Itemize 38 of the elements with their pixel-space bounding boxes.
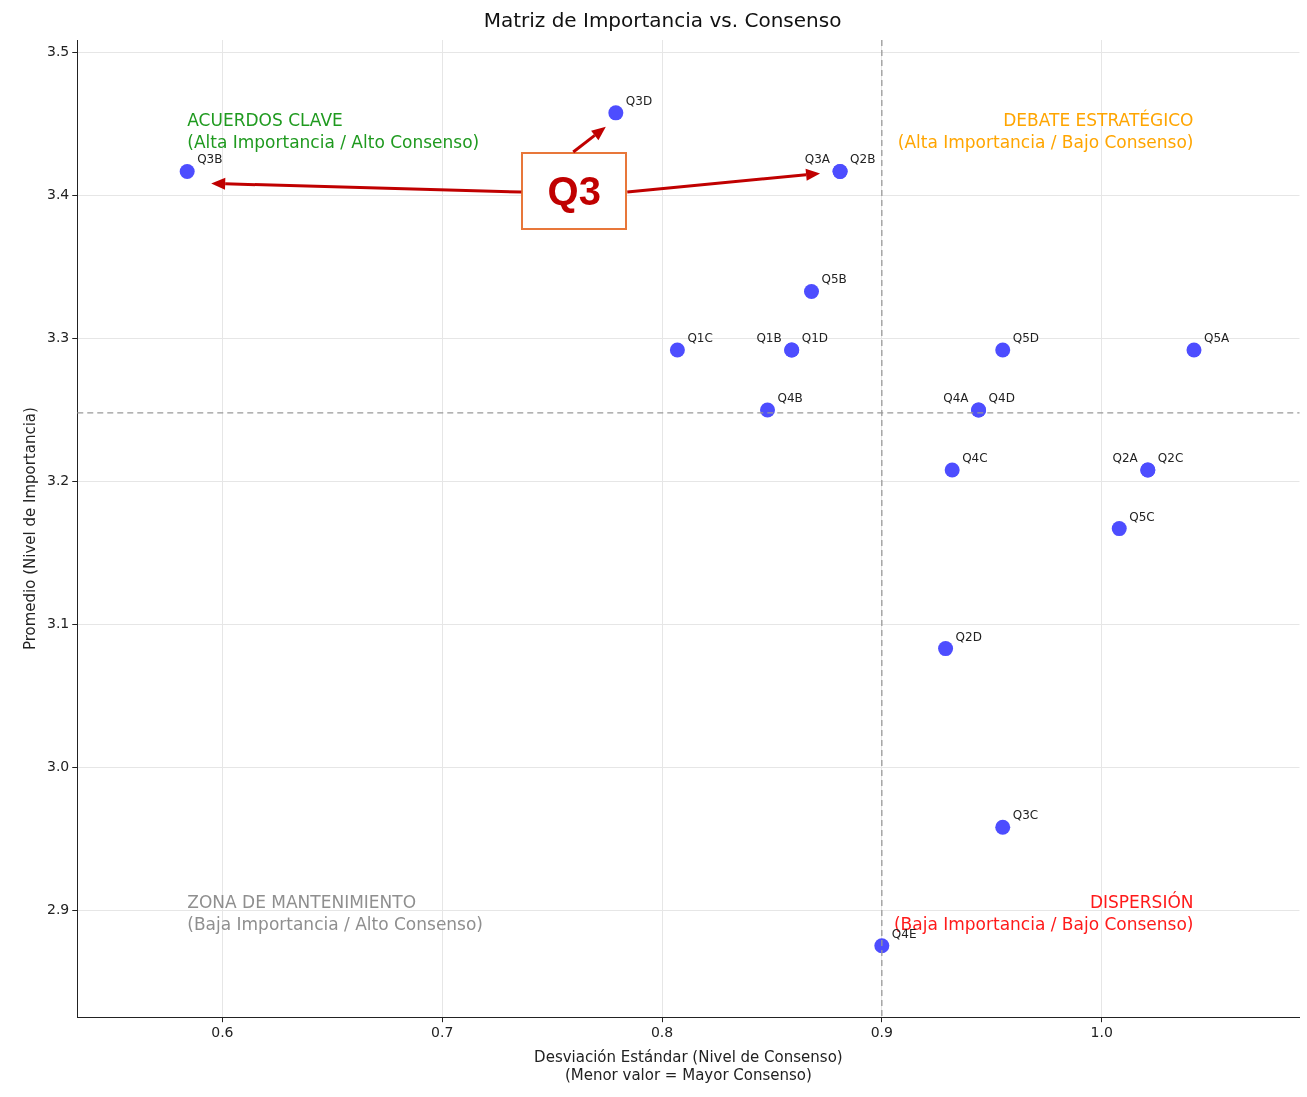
annotation: Q3D <box>625 93 653 108</box>
annotation: Q4B <box>777 391 803 406</box>
annotation: Q2D <box>955 629 982 644</box>
y-tick-label: 3.2 <box>47 472 70 489</box>
annotation: Q1C <box>687 331 713 346</box>
annotation: DEBATE ESTRATÉGICO (Alta Importancia / Bajo Consenso) <box>897 109 1194 152</box>
y-tick-label: 3.0 <box>47 757 70 774</box>
x-tick-label: 0.6 <box>211 1024 234 1041</box>
annotation: Q3 <box>521 152 628 230</box>
x-tick-label: 0.7 <box>431 1024 454 1041</box>
annotation: ZONA DE MANTENIMIENTO (Baja Importancia / Alto Consenso) <box>187 892 484 934</box>
annotation: Q5B <box>821 272 847 287</box>
x-tick-label: 0.9 <box>870 1024 893 1041</box>
chart-title: Matriz de Importancia vs. Consenso <box>483 8 842 33</box>
annotation: Q2A <box>1112 451 1139 466</box>
y-tick-label: 3.1 <box>47 614 70 631</box>
annotation: Q5C <box>1129 509 1155 524</box>
annotation: Q2C <box>1157 451 1184 466</box>
annotation: Q3C <box>1012 808 1039 823</box>
x-tick-label: 0.8 <box>650 1024 674 1041</box>
annotation: Q3B <box>197 152 223 167</box>
x-axis-title: Desviación Estándar (Nivel de Consenso) (Menor valor = Mayor Consenso) <box>534 1047 843 1084</box>
annotation: Q1D <box>801 331 829 346</box>
annotation: Q4A <box>943 391 970 406</box>
annotation: Q3A <box>804 152 831 167</box>
annotation: Q1B <box>756 331 782 346</box>
annotation: Q5D <box>1012 331 1040 346</box>
y-tick-label: 2.9 <box>47 900 70 917</box>
y-axis-title: Promedio (Nivel de Importancia) <box>20 407 39 651</box>
annotation: Q2B <box>850 152 876 167</box>
annotation: Q5A <box>1203 331 1231 346</box>
annotation: ACUERDOS CLAVE (Alta Importancia / Alto Consenso) <box>187 110 480 152</box>
y-tick-label: 3.5 <box>47 43 70 60</box>
annotation: Q4C <box>962 451 988 466</box>
annotation: Q4D <box>988 391 1015 406</box>
x-tick-label: 1.0 <box>1090 1024 1113 1041</box>
y-tick-label: 3.3 <box>47 329 70 346</box>
y-tick-label: 3.4 <box>47 186 70 203</box>
